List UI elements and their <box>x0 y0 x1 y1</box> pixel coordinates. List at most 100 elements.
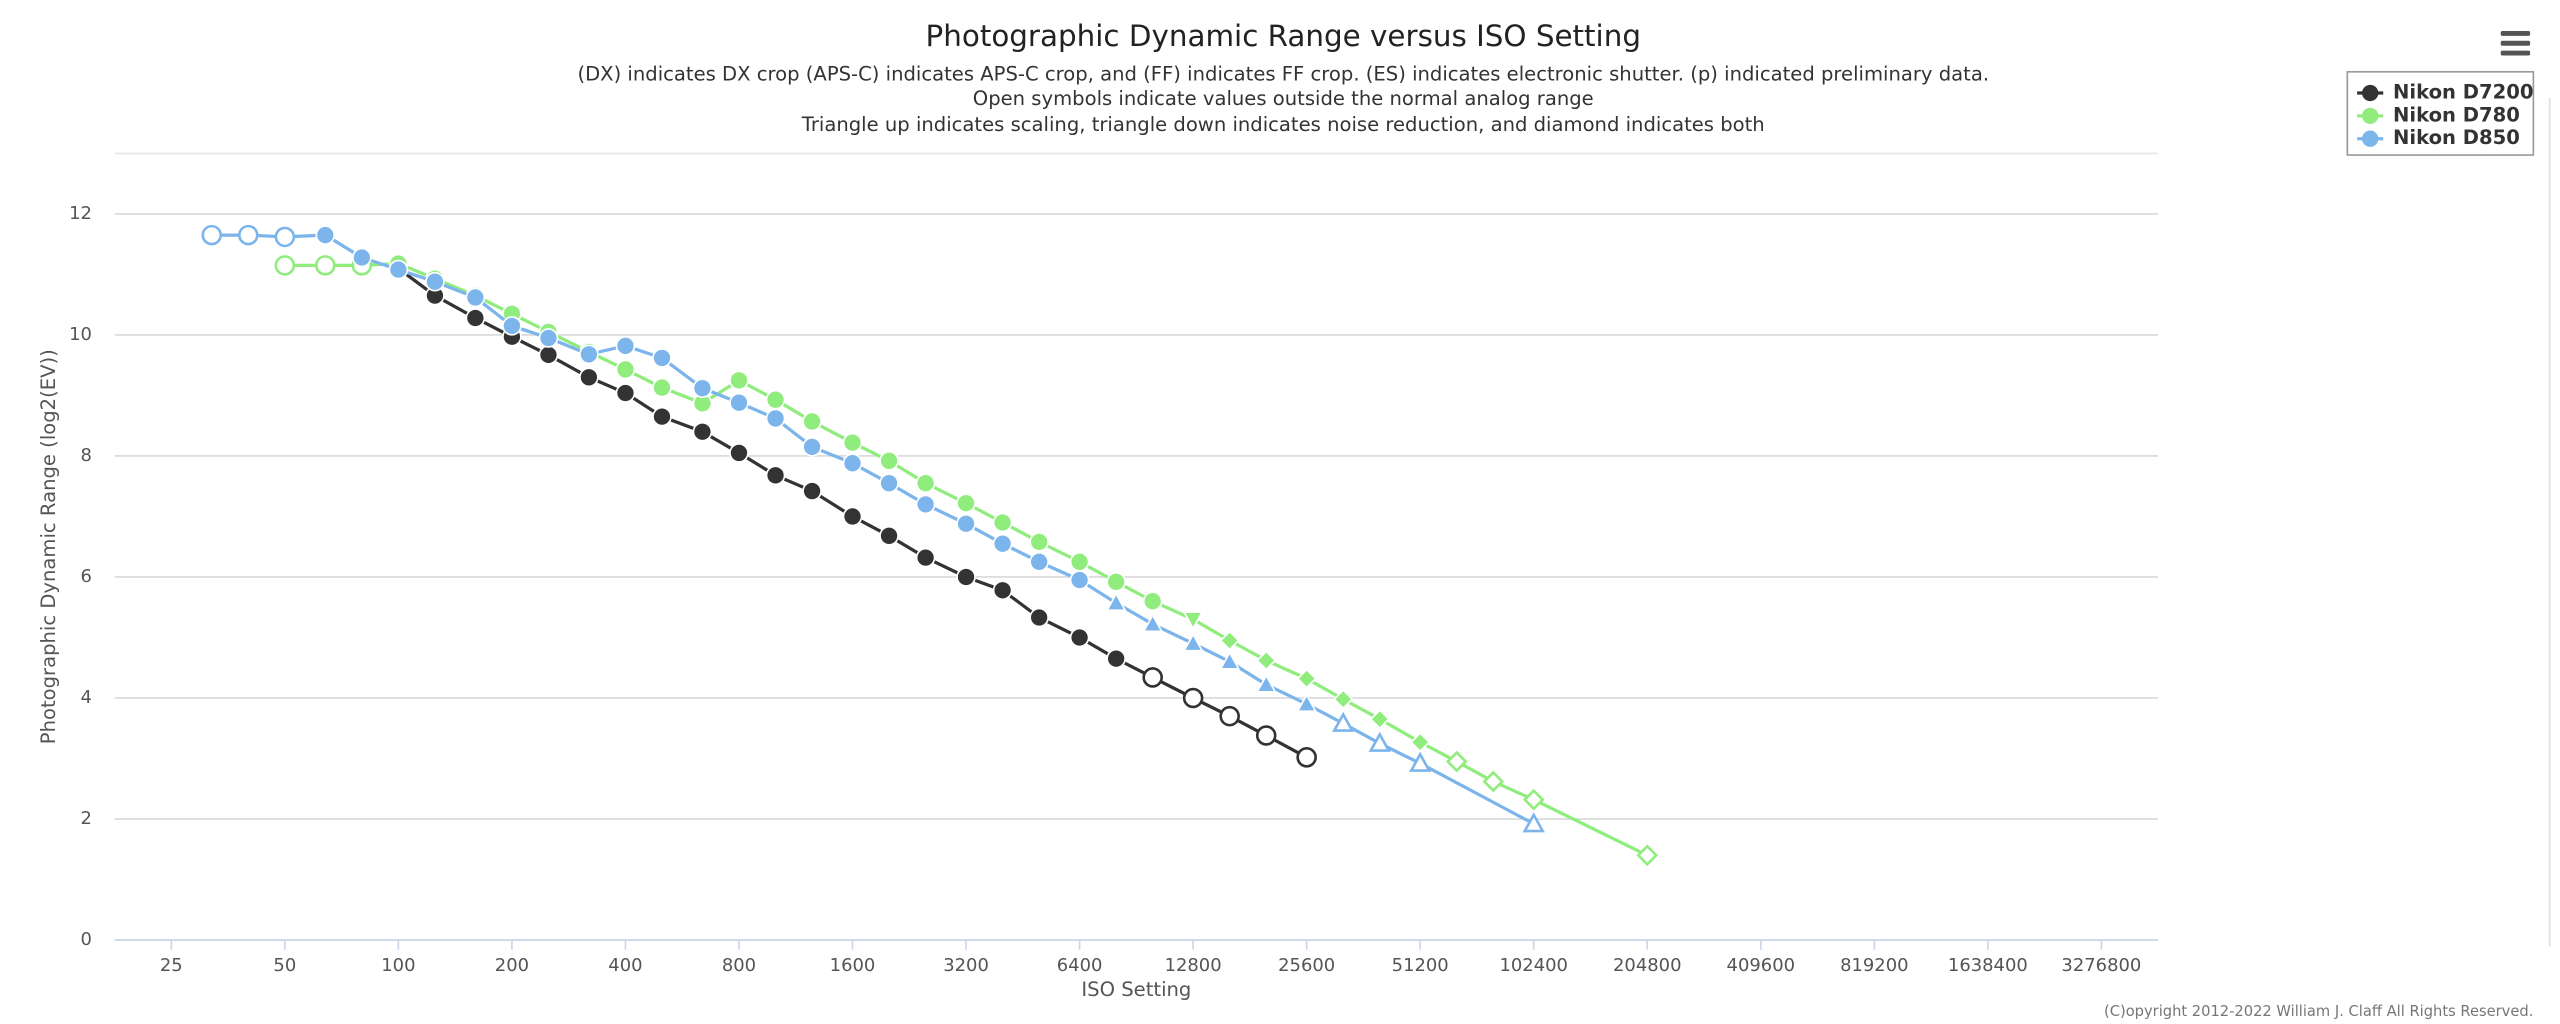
legend-marker <box>2362 84 2379 102</box>
x-tick-label: 25600 <box>1278 955 1335 976</box>
legend-box <box>2346 70 2535 156</box>
marker <box>1482 770 1505 793</box>
marker <box>879 451 899 471</box>
legend-label: Nikon D7200 <box>2393 81 2534 104</box>
marker <box>1182 611 1204 630</box>
x-tick-label: 6400 <box>1057 955 1103 976</box>
y-tick-label: 4 <box>80 687 91 708</box>
legend-marker <box>2362 130 2379 147</box>
marker <box>238 224 259 246</box>
marker <box>1029 552 1049 572</box>
marker <box>615 336 636 356</box>
marker <box>1219 651 1241 670</box>
marker <box>992 512 1013 533</box>
marker <box>1182 632 1204 652</box>
legend-item[interactable]: Nikon D780 <box>2357 103 2520 126</box>
chart-subtitle: (DX) indicates DX crop (APS-C) indicates… <box>577 63 1989 86</box>
marker <box>915 547 936 568</box>
legend-item[interactable]: Nikon D850 <box>2357 126 2520 149</box>
series-line <box>211 233 1535 826</box>
marker <box>465 308 486 328</box>
marker <box>1636 844 1659 867</box>
menu-bar <box>2500 50 2531 56</box>
marker <box>1029 532 1049 552</box>
marker <box>956 493 976 513</box>
marker <box>915 473 936 493</box>
y-tick-label: 8 <box>80 445 91 466</box>
marker <box>1332 711 1355 732</box>
marker <box>1219 705 1240 727</box>
y-tick-label: 6 <box>80 566 91 587</box>
x-tick-label: 409600 <box>1727 955 1795 976</box>
marker <box>1410 732 1431 753</box>
marker <box>729 392 749 413</box>
marker <box>652 377 672 398</box>
marker <box>315 225 336 245</box>
marker <box>1445 750 1468 773</box>
menu-button[interactable] <box>2500 31 2531 56</box>
x-tick-label: 50 <box>273 955 296 976</box>
marker <box>802 437 822 457</box>
marker <box>1296 668 1317 689</box>
marker <box>992 533 1013 554</box>
legend-label: Nikon D780 <box>2393 103 2520 126</box>
marker <box>538 328 559 348</box>
marker <box>765 465 786 486</box>
marker <box>1142 613 1164 633</box>
marker <box>1296 747 1317 768</box>
marker <box>1182 687 1204 709</box>
x-tick-label: 12800 <box>1165 955 1222 976</box>
marker <box>802 481 822 501</box>
marker <box>842 453 863 474</box>
marker <box>879 473 899 493</box>
x-tick-label: 204800 <box>1613 955 1681 976</box>
legend-item[interactable]: Nikon D7200 <box>2357 81 2534 104</box>
marker <box>1069 552 1090 572</box>
y-tick-label: 0 <box>80 929 91 950</box>
marker <box>274 226 296 248</box>
marker <box>1029 607 1049 628</box>
marker <box>425 271 445 292</box>
marker <box>692 378 713 398</box>
credits: (C)opyright 2012-2022 William J. Claff A… <box>2104 1003 2533 1020</box>
marker <box>352 247 372 268</box>
marker <box>1368 731 1391 752</box>
marker <box>201 224 223 246</box>
legend-label: Nikon D850 <box>2393 126 2520 149</box>
marker <box>538 345 559 365</box>
x-tick-label: 400 <box>608 955 642 976</box>
marker <box>956 513 976 534</box>
chart-title: Photographic Dynamic Range versus ISO Se… <box>926 19 1641 53</box>
marker <box>615 383 636 403</box>
x-tick-label: 200 <box>495 955 529 976</box>
x-tick-label: 100 <box>381 955 415 976</box>
marker <box>579 367 599 388</box>
marker <box>1105 592 1127 611</box>
marker <box>652 406 672 427</box>
marker <box>879 526 899 546</box>
x-tick-label: 1638400 <box>1948 955 2028 976</box>
marker <box>1522 812 1545 833</box>
marker <box>1142 667 1163 688</box>
marker <box>1142 591 1163 611</box>
series <box>388 258 1317 768</box>
x-tick-label: 1600 <box>830 955 876 976</box>
marker <box>956 567 976 587</box>
x-axis-title: ISO Setting <box>1081 978 1191 1001</box>
marker <box>1255 674 1277 693</box>
marker <box>765 389 786 410</box>
menu-bar <box>2500 31 2531 36</box>
marker <box>1106 648 1126 669</box>
marker <box>1369 709 1390 730</box>
chart-subtitle: Triangle up indicates scaling, triangle … <box>801 113 1765 136</box>
legend-marker <box>2362 107 2379 125</box>
marker <box>1219 630 1240 651</box>
marker <box>1296 693 1318 713</box>
y-tick-label: 10 <box>69 324 92 345</box>
marker <box>465 287 486 308</box>
marker <box>274 255 296 276</box>
